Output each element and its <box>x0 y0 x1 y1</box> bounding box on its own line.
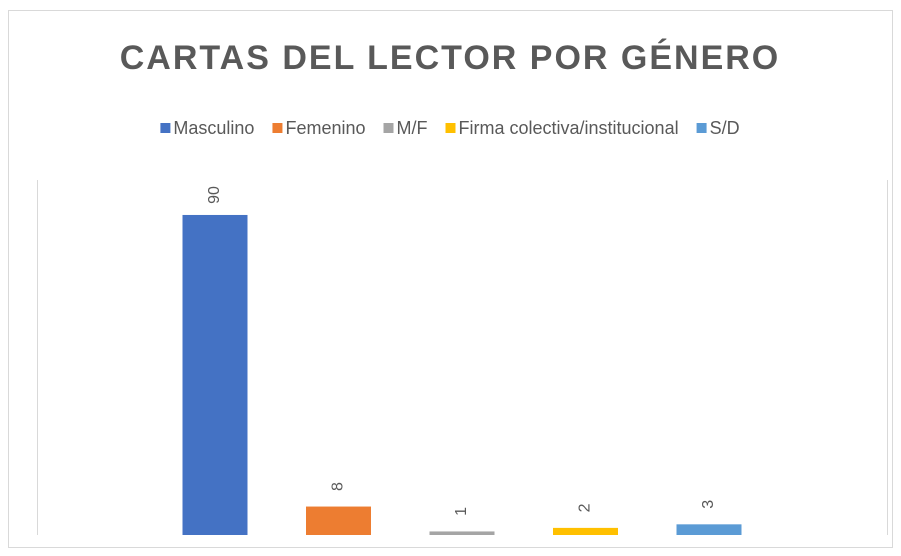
data-label: 3 <box>700 500 717 509</box>
legend-label: M/F <box>397 118 428 138</box>
data-label: 8 <box>330 482 347 491</box>
legend-swatch <box>272 123 283 133</box>
bar <box>306 506 371 535</box>
legend-swatch <box>160 123 171 133</box>
bar <box>182 214 248 535</box>
legend-label: Femenino <box>285 118 365 138</box>
bar <box>553 527 618 535</box>
data-label: 90 <box>206 186 223 204</box>
data-label: 1 <box>453 507 470 516</box>
legend-swatch <box>383 123 394 133</box>
legend-swatch <box>696 123 707 133</box>
chart-title: CARTAS DEL LECTOR POR GÉNERO <box>120 39 781 77</box>
chart-border <box>8 10 893 548</box>
legend: Masculino Femenino M/F Firma colectiva/inst… <box>160 118 740 138</box>
bar <box>429 531 495 535</box>
legend-label: S/D <box>710 118 740 138</box>
bar <box>676 524 742 535</box>
legend-label: Firma colectiva/institucional <box>459 118 679 138</box>
legend-label: Masculino <box>173 118 254 138</box>
data-label: 2 <box>577 503 594 512</box>
legend-swatch <box>445 123 456 133</box>
